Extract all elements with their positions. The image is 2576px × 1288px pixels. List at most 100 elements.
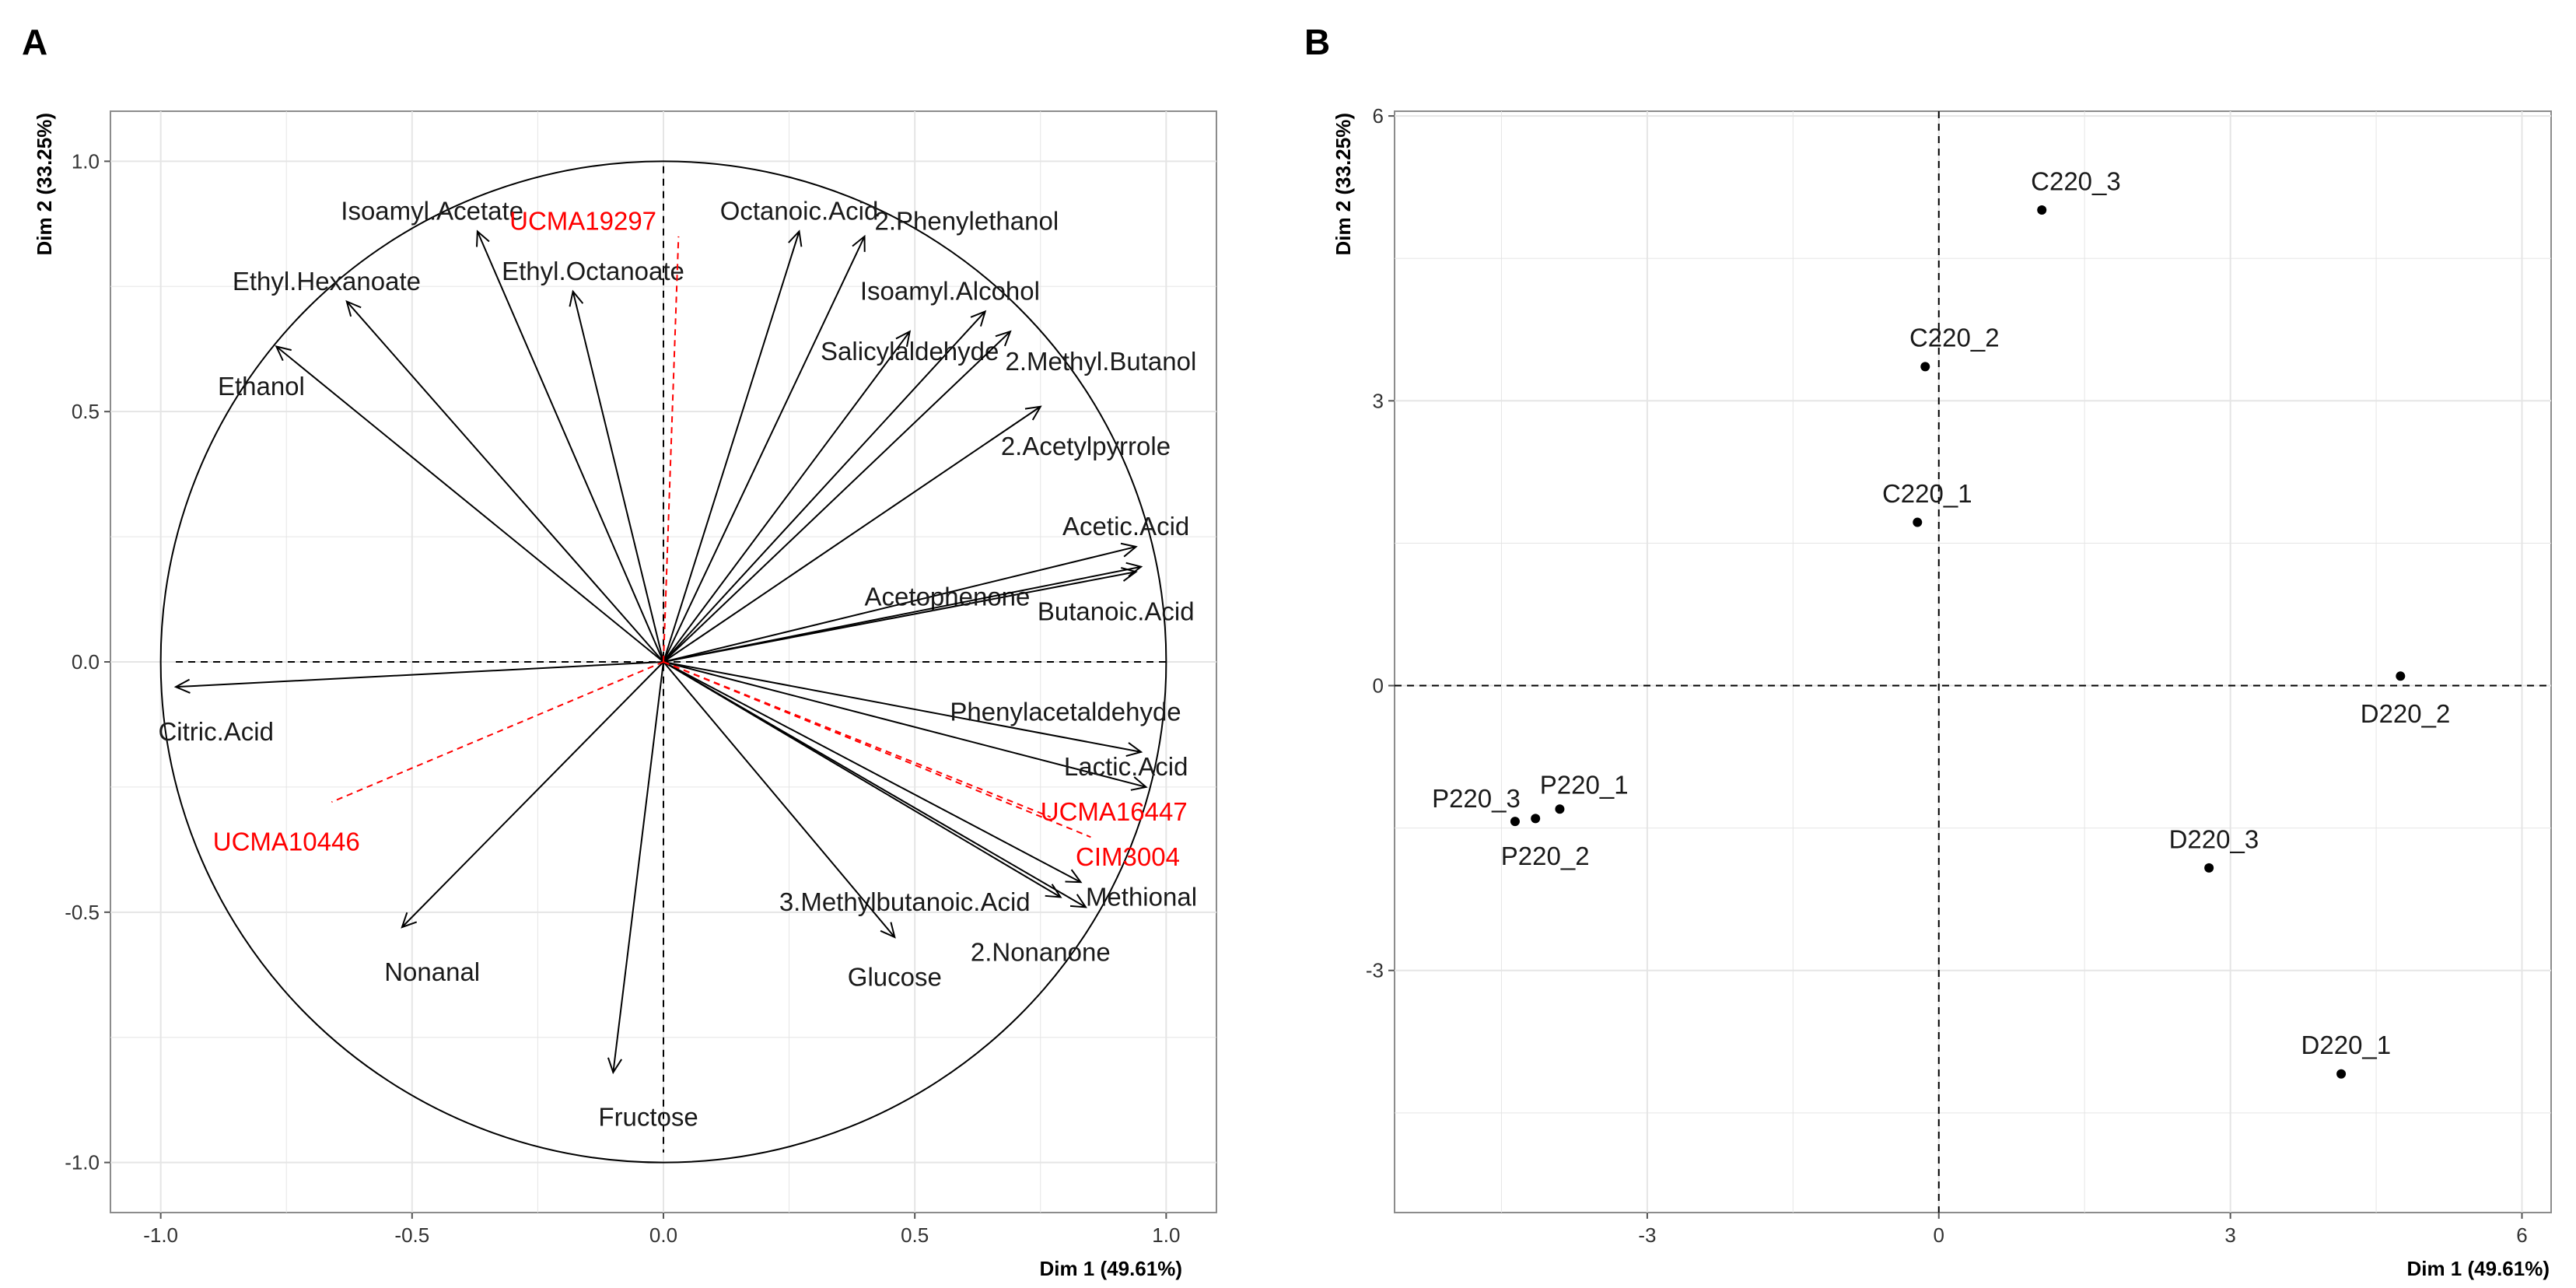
label-isoamyl-alcohol: Isoamyl.Alcohol <box>860 277 1040 306</box>
label-p220-3: P220_3 <box>1432 784 1521 813</box>
arrow-butanoic-acid <box>663 562 1143 663</box>
panel-a-marks: Isoamyl.Acetate Octanoic.Acid2.Phenyletha… <box>158 160 1197 1164</box>
arrow-2-nonanone-shaft <box>663 661 1087 908</box>
panel-a-y-tick-label: -1.0 <box>65 1151 100 1174</box>
label-ethanol: Ethanol <box>218 372 305 401</box>
arrow-ethyl-octanoate-head <box>569 289 584 307</box>
panel-b-y-tick-label: -3 <box>1366 959 1384 982</box>
label-ucma10446: UCMA10446 <box>213 828 360 856</box>
arrow-isoamyl-acetate-shaft <box>476 231 664 663</box>
arrow-salicylaldehyde <box>663 330 912 663</box>
point-d220-3 <box>2204 863 2214 873</box>
label-2-methyl-butanol: 2.Methyl.Butanol <box>1006 347 1197 376</box>
label-ucma16447: UCMA16447 <box>1041 797 1188 826</box>
arrow-citric-acid <box>173 661 664 694</box>
arrow-ucma19297 <box>663 236 680 663</box>
arrow-isoamyl-alcohol-shaft <box>663 310 986 663</box>
label-c220-3: C220_3 <box>2031 166 2121 195</box>
arrow-acetic-acid-shaft <box>663 545 1136 663</box>
arrow-butanoic-acid-shaft <box>663 565 1142 663</box>
arrow-lactic-acid-shaft <box>663 661 1146 788</box>
panel-b-grid <box>1395 111 2551 1213</box>
arrow-methional-shaft <box>663 661 1081 884</box>
panel-b-x-tick-label: 6 <box>2516 1223 2527 1247</box>
variables-plot: -1.0 -0.5 0.0 0.5 1.0 -1.0 -0.5 0.0 0.5 1.0 Isoam… <box>33 110 1217 1280</box>
individuals-plot: -3 0 3 6 -3 0 3 6 C220_3 C220_2 C220_1 D220_2 P220_… <box>1332 104 2552 1280</box>
panel-a-y-tick-label: 0.0 <box>72 650 100 674</box>
arrow-2-phenylethanol-shaft <box>663 236 866 663</box>
label-acetic-acid: Acetic.Acid <box>1062 512 1189 541</box>
arrow-nonanal-shaft <box>401 661 664 928</box>
arrow-isoamyl-alcohol-head <box>970 310 987 327</box>
point-c220-1 <box>1913 517 1923 527</box>
arrow-2-acetylpyrrole-shaft <box>663 405 1041 663</box>
panel-b-y-tick-label: 6 <box>1373 104 1384 128</box>
panel-b-y-tick-label: 3 <box>1373 389 1384 412</box>
arrow-lactic-acid <box>663 661 1148 791</box>
label-fructose: Fructose <box>598 1103 698 1132</box>
point-d220-2 <box>2396 671 2406 681</box>
arrow-citric-acid-head <box>173 678 191 694</box>
point-p220-1 <box>1555 804 1565 814</box>
arrow-fructose-head <box>607 1057 623 1075</box>
label-d220-1: D220_1 <box>2301 1031 2392 1059</box>
label-ethyl-hexanoate: Ethyl.Hexanoate <box>233 267 421 296</box>
panel-b-frame <box>1394 110 2552 1213</box>
label-methional: Methional <box>1086 883 1197 912</box>
arrow-citric-acid-shaft <box>175 661 664 688</box>
panel-a-x-tick-label: -0.5 <box>394 1223 429 1247</box>
arrow-nonanal-head <box>401 912 418 929</box>
arrow-2-phenylethanol-head <box>852 234 866 252</box>
label-c220-1: C220_1 <box>1882 479 1972 508</box>
panel-b-x-tick-label: 0 <box>1934 1223 1944 1247</box>
arrow-lactic-acid-head <box>1130 776 1148 791</box>
arrow-phenylacetaldehyde-shaft <box>663 661 1142 753</box>
label-2-nonanone: 2.Nonanone <box>971 937 1111 966</box>
arrow-butanoic-acid-head <box>1125 562 1143 577</box>
arrow-nonanal <box>401 661 664 929</box>
arrow-acetic-acid <box>663 542 1138 663</box>
arrow-ethyl-hexanoate-shaft <box>346 300 664 663</box>
arrow-fructose <box>607 661 664 1075</box>
arrow-ucma10446 <box>331 661 664 803</box>
arrow-cim3004 <box>663 661 1091 838</box>
arrow-ethanol-shaft <box>275 345 664 663</box>
arrow-glucose-shaft <box>663 661 896 938</box>
label-salicylaldehyde: Salicylaldehyde <box>821 337 999 366</box>
label-octanoic-acid: Octanoic.Acid <box>720 197 879 226</box>
panel-a-y-tick-label: 1.0 <box>72 149 100 173</box>
arrow-ethyl-octanoate-shaft <box>572 291 664 663</box>
panel-a-x-tick-label: 0.5 <box>901 1223 929 1247</box>
panel-a-x-axis-title: Dim 1 (49.61%) <box>1039 1257 1182 1280</box>
arrow-fructose-shaft <box>612 661 664 1073</box>
arrow-2-methyl-butanol-shaft <box>663 331 1011 663</box>
arrow-cim3004-shaft <box>663 661 1091 838</box>
panel-a-y-tick-label: -0.5 <box>65 901 100 924</box>
arrow-glucose-head <box>880 922 896 939</box>
label-nonanal: Nonanal <box>384 957 480 986</box>
label-lactic-acid: Lactic.Acid <box>1064 752 1188 781</box>
arrow-isoamyl-alcohol <box>663 310 987 663</box>
label-3-methylbutanoic-acid: 3.Methylbutanoic.Acid <box>779 887 1031 916</box>
arrow-acetic-acid-head <box>1120 542 1138 558</box>
label-citric-acid: Citric.Acid <box>158 717 274 746</box>
label-p220-1: P220_1 <box>1540 771 1629 800</box>
panel-a-y-tick-label: 0.5 <box>72 400 100 423</box>
arrow-salicylaldehyde-shaft <box>663 331 911 663</box>
point-p220-2 <box>1531 814 1541 824</box>
label-d220-2: D220_2 <box>2361 699 2451 728</box>
arrow-salicylaldehyde-head <box>895 330 912 348</box>
label-isoamyl-acetate: Isoamyl.Acetate <box>341 197 523 226</box>
arrow-2-methyl-butanol-head <box>995 330 1012 347</box>
label-acetophenone: Acetophenone <box>865 582 1031 611</box>
arrow-2-acetylpyrrole <box>663 405 1042 663</box>
arrow-isoamyl-acetate <box>476 229 664 663</box>
arrow-2-phenylethanol <box>663 234 866 663</box>
panel-b-x-axis-title: Dim 1 (49.61%) <box>2406 1257 2550 1280</box>
panel-a-letter: A <box>22 22 47 62</box>
arrow-octanoic-acid <box>663 229 803 663</box>
label-c220-2: C220_2 <box>1909 324 2000 352</box>
panel-b-tick-labels: -3 0 3 6 -3 0 3 6 <box>1366 104 2528 1247</box>
panel-a-tick-labels: -1.0 -0.5 0.0 0.5 1.0 -1.0 -0.5 0.0 0.5 1.0 <box>65 149 1180 1247</box>
arrow-ethanol <box>275 345 664 663</box>
